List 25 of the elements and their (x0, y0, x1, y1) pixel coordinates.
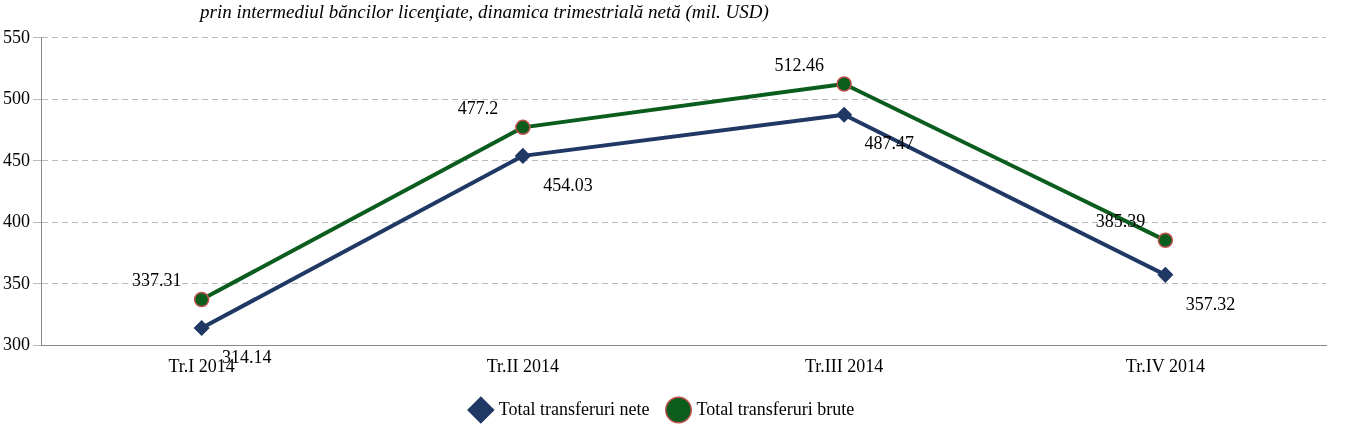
legend-label: Total transferuri nete (498, 398, 650, 419)
y-tick-label: 300 (3, 334, 30, 355)
data-label: 512.46 (774, 54, 824, 75)
y-tick-label: 500 (3, 88, 30, 109)
y-tick-label: 400 (3, 211, 30, 232)
point (515, 119, 531, 136)
x-tick-label: Tr.IV 2014 (1125, 355, 1205, 376)
legend-label: Total transferuri brute (696, 398, 855, 419)
y-tick-label: 450 (3, 149, 30, 170)
y-tick-label: 550 (3, 26, 30, 47)
point (1157, 232, 1174, 249)
point (836, 76, 852, 92)
point (193, 291, 210, 308)
data-label: 357.32 (1185, 293, 1236, 314)
data-label: 337.31 (131, 270, 182, 291)
point (836, 106, 852, 123)
y-tick-label: 350 (3, 272, 30, 293)
point (193, 320, 210, 336)
point (515, 148, 531, 164)
x-tick-label: Tr.III 2014 (804, 355, 884, 376)
data-label: 477.2 (457, 98, 499, 119)
point (1157, 267, 1174, 283)
x-tick-label: Tr.II 2014 (486, 355, 560, 376)
chart-title: prin intermediul băncilor licenţiate, dinamica trimestrială netă (mil. USD) (198, 0, 770, 24)
data-label: 454.03 (543, 174, 593, 195)
